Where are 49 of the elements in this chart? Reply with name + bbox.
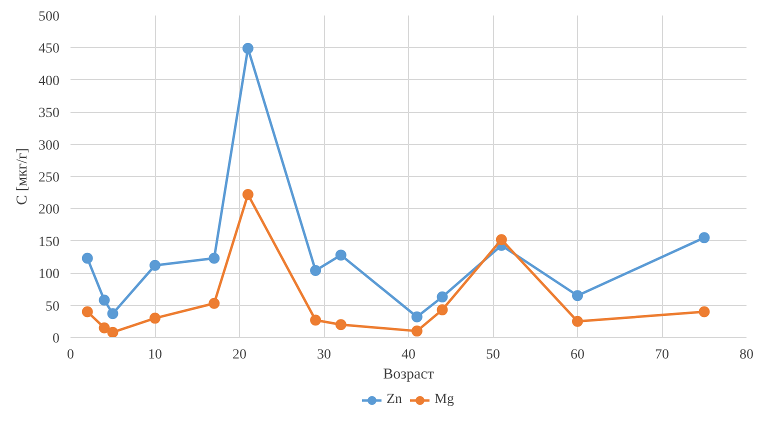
y-tick-label: 200 — [38, 202, 60, 218]
point — [310, 314, 322, 326]
point — [310, 265, 322, 276]
y-tick-label: 0 — [52, 332, 60, 346]
point — [335, 319, 346, 330]
y-tick-label: 400 — [38, 74, 60, 89]
x-tick-label: 70 — [655, 348, 669, 362]
point — [411, 311, 422, 322]
point — [82, 252, 93, 264]
x-tick-label: 30 — [317, 348, 331, 362]
point — [150, 312, 160, 324]
point — [242, 42, 254, 54]
point — [107, 308, 118, 320]
point — [150, 260, 160, 271]
point — [107, 326, 118, 338]
x-tick-label: 20 — [232, 348, 246, 362]
y-tick-label: 350 — [38, 106, 60, 122]
point — [335, 250, 346, 261]
y-axis-title: C [мкг/г] — [14, 148, 30, 205]
x-tick-label: 80 — [740, 348, 754, 362]
x-tick-label: 50 — [486, 348, 500, 362]
point — [698, 306, 710, 318]
point — [208, 252, 220, 264]
legend-label: Mg — [434, 392, 454, 408]
y-tick-label: 500 — [38, 10, 60, 24]
point — [82, 306, 93, 318]
y-tick-label: 50 — [46, 299, 60, 314]
point — [436, 304, 448, 316]
point — [436, 291, 448, 302]
legend-label: Zn — [386, 392, 404, 408]
y-tick-label: 100 — [38, 267, 60, 282]
x-tick-label: 0 — [67, 348, 74, 362]
point — [98, 322, 110, 334]
point — [698, 232, 710, 244]
y-tick-label: 150 — [38, 234, 60, 250]
point — [98, 294, 110, 306]
y-tick-label: 250 — [38, 170, 60, 186]
x-tick-label: 60 — [570, 348, 584, 362]
x-axis-title: Возраст — [383, 366, 434, 382]
y-tick-label: 300 — [38, 138, 60, 154]
point — [496, 234, 507, 246]
point — [242, 189, 254, 200]
x-tick-label: 40 — [402, 348, 416, 362]
point — [208, 298, 220, 309]
point — [411, 326, 422, 337]
point — [572, 316, 583, 327]
x-tick-label: 10 — [148, 348, 162, 362]
y-tick-label: 450 — [38, 42, 60, 57]
point — [572, 290, 583, 302]
